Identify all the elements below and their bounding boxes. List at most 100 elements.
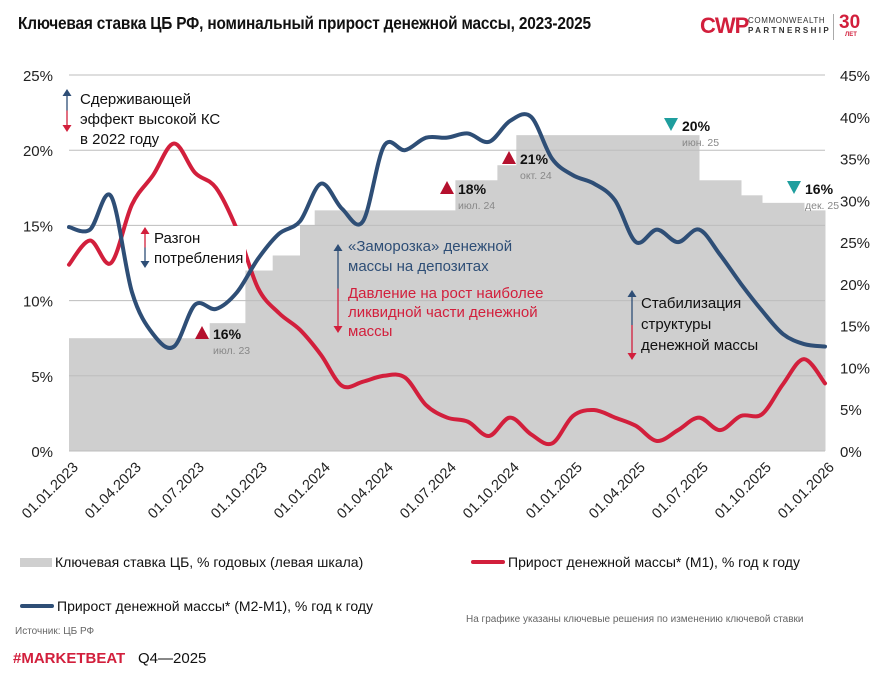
x-tick-label: 01.01.2026 <box>775 460 838 523</box>
right-tick-label: 20% <box>840 277 870 294</box>
x-tick-label: 01.10.2025 <box>712 460 775 523</box>
rate-decision: 18% июл. 24 <box>440 181 495 212</box>
annotation-restraint: Сдерживающей эффект высокой КС в 2022 году <box>80 91 220 148</box>
logo-name-line2: PARTNERSHIP <box>748 26 832 35</box>
annotation-line: потребления <box>154 250 243 267</box>
x-tick-label: 01.01.2025 <box>523 460 586 523</box>
annotation-consumption: Разгон потребления <box>154 230 243 267</box>
annotation-arrow-restraint <box>62 89 72 132</box>
x-tick-label: 01.01.2024 <box>271 460 334 523</box>
rate-cut-icon <box>664 118 678 131</box>
x-tick-label: 01.04.2023 <box>82 460 145 523</box>
gridlines <box>69 74 825 452</box>
annotation-stabilization: Стабилизация структуры денежной массы <box>641 295 758 354</box>
right-tick-label: 45% <box>840 68 870 85</box>
rate-hike-icon <box>195 326 209 339</box>
x-tick-label: 01.01.2023 <box>19 460 82 523</box>
right-axis: 0% 5% 10% 15% 20% 25% 30% 35% 40% 45% <box>840 68 870 461</box>
right-tick-label: 25% <box>840 235 870 252</box>
logo-name-line1: COMMONWEALTH <box>748 16 826 25</box>
rate-decision-date: окт. 24 <box>520 170 552 182</box>
right-tick-label: 0% <box>840 444 862 461</box>
left-tick-label: 5% <box>31 369 53 386</box>
key-rate-bar <box>209 323 246 451</box>
logo-anniversary: 30 <box>839 12 861 33</box>
key-rate-bar <box>804 210 826 451</box>
rate-decision: 20% июн. 25 <box>664 118 719 149</box>
right-tick-label: 10% <box>840 360 870 377</box>
rate-decision-value: 16% <box>805 181 834 197</box>
rate-decision-date: июн. 25 <box>682 137 719 149</box>
rate-decision: 16% июл. 23 <box>195 326 250 357</box>
key-rate-bar <box>516 135 700 451</box>
annotations: Сдерживающей эффект высокой КС в 2022 году… <box>62 89 758 360</box>
annotation-arrow-stabilization <box>627 290 637 360</box>
right-tick-label: 30% <box>840 193 870 210</box>
rate-decision-date: июл. 23 <box>213 345 250 357</box>
key-rate-bar <box>272 255 301 451</box>
rate-decision-value: 18% <box>458 181 487 197</box>
arrow-up-icon <box>62 89 72 96</box>
annotation-liquidity: Давление на рост наиболее ликвидной части… <box>348 285 543 340</box>
left-tick-label: 25% <box>23 68 53 85</box>
annotation-line: структуры <box>641 316 711 333</box>
key-rate-bar <box>762 202 805 451</box>
right-tick-label: 40% <box>840 110 870 127</box>
rate-decision-date: июл. 24 <box>458 200 495 212</box>
report-period: Q4—2025 <box>138 650 207 667</box>
x-tick-label: 01.07.2025 <box>649 460 712 523</box>
legend-item-m2m1: Прирост денежной массы* (M2-M1), % год к… <box>20 598 373 614</box>
key-rate-bar <box>741 195 763 451</box>
chart-footnote: На графике указаны ключевые решения по и… <box>466 614 804 625</box>
legend-label-m2m1: Прирост денежной массы* (M2-M1), % год к… <box>57 598 374 614</box>
annotation-line: «Заморозка» денежной <box>348 238 512 255</box>
legend-swatch-key-rate <box>20 557 52 567</box>
rate-decision-value: 20% <box>682 118 711 134</box>
x-tick-label: 01.04.2025 <box>586 460 649 523</box>
annotation-line: Разгон <box>154 230 200 247</box>
annotation-arrow-deposits <box>333 244 343 333</box>
annotation-line: эффект высокой КС <box>80 111 220 128</box>
arrow-down-icon <box>333 326 343 333</box>
left-tick-label: 0% <box>31 444 53 461</box>
x-tick-label: 01.07.2023 <box>145 460 208 523</box>
arrow-up-icon <box>140 227 150 234</box>
rate-decision: 21% окт. 24 <box>502 151 552 182</box>
logo-anniversary-sub: ЛЕТ <box>845 32 857 38</box>
key-rate-bar <box>69 338 211 451</box>
annotation-line: массы на депозитах <box>348 258 489 275</box>
key-rate-bar <box>497 165 517 452</box>
key-rate-bar <box>245 270 274 451</box>
series-line-m2m1 <box>67 112 827 350</box>
rate-decision-value: 16% <box>213 326 242 342</box>
left-tick-label: 20% <box>23 143 53 160</box>
legend-label-m1: Прирост денежной массы* (M1), % год к го… <box>508 554 800 570</box>
rate-decision-value: 21% <box>520 151 549 167</box>
logo-name: COMMONWEALTH PARTNERSHIP <box>748 16 831 36</box>
right-tick-label: 5% <box>840 402 862 419</box>
right-tick-label: 15% <box>840 319 870 336</box>
x-tick-label: 01.07.2024 <box>397 460 460 523</box>
annotation-line: денежной массы <box>641 337 758 354</box>
left-tick-label: 15% <box>23 218 53 235</box>
annotation-line: массы <box>348 323 392 340</box>
arrow-up-icon <box>333 244 343 251</box>
chart-title: Ключевая ставка ЦБ РФ, номинальный приро… <box>18 13 591 33</box>
series-lines <box>67 112 827 447</box>
annotation-line: Сдерживающей <box>80 91 191 108</box>
legend-swatch-m1 <box>471 560 505 564</box>
right-tick-label: 35% <box>840 152 870 169</box>
logo-divider <box>833 14 834 40</box>
legend-item-m1: Прирост денежной массы* (M1), % год к го… <box>471 554 800 570</box>
annotation-line: Давление на рост наиболее <box>348 285 543 302</box>
arrow-down-icon <box>627 353 637 360</box>
rate-decision-markers: 16% июл. 23 18% июл. 24 21% окт. 24 20% июн. 25… <box>195 118 839 357</box>
annotation-arrow-consumption <box>140 227 150 268</box>
brand-tag: #MARKETBEAT <box>13 650 126 667</box>
legend-label-key-rate: Ключевая ставка ЦБ, % годовых (левая шка… <box>55 554 364 570</box>
annotation-line: в 2022 году <box>80 131 160 148</box>
legend-item-key-rate: Ключевая ставка ЦБ, % годовых (левая шка… <box>20 554 363 570</box>
x-tick-label: 01.10.2024 <box>460 460 523 523</box>
company-logo: CWP COMMONWEALTH PARTNERSHIP 30 ЛЕТ <box>700 12 870 41</box>
